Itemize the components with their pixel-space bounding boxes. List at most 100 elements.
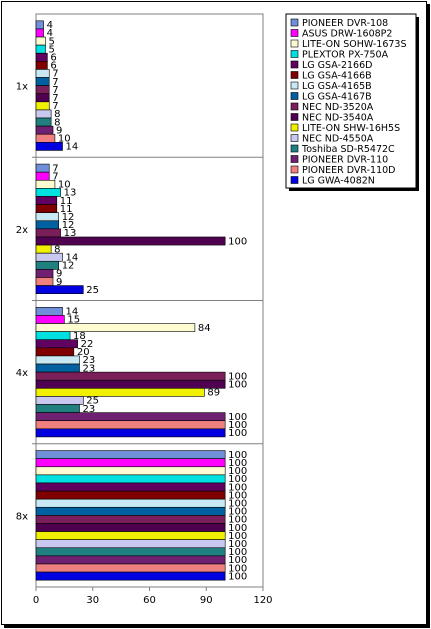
bar bbox=[35, 404, 80, 413]
x-tick-label: 0 bbox=[33, 595, 39, 606]
data-label: 23 bbox=[83, 363, 96, 374]
bar bbox=[35, 490, 226, 500]
bar bbox=[35, 93, 50, 103]
data-label: 84 bbox=[198, 323, 211, 334]
bar bbox=[35, 77, 50, 86]
legend-entry: LG GSA-4167B bbox=[302, 92, 372, 103]
bar bbox=[35, 179, 56, 189]
bar bbox=[35, 125, 54, 135]
data-label: 10 bbox=[58, 134, 71, 145]
data-label: 100 bbox=[228, 428, 247, 439]
data-label: 12 bbox=[62, 220, 75, 231]
data-label: 100 bbox=[228, 466, 247, 477]
legend-swatch bbox=[290, 155, 299, 163]
data-label: 6 bbox=[50, 53, 56, 64]
category-group-8x: 1001001001001001001001001001001001001001… bbox=[35, 450, 247, 582]
legend-entry: Toshiba SD-R5472C bbox=[301, 144, 395, 155]
bar bbox=[35, 44, 46, 54]
bar bbox=[35, 277, 54, 286]
x-axis: 0 30 60 90 120 bbox=[33, 587, 273, 606]
bar bbox=[35, 220, 60, 230]
bar bbox=[35, 515, 226, 524]
data-label: 7 bbox=[52, 93, 58, 104]
data-label: 11 bbox=[60, 204, 73, 215]
legend-swatch bbox=[290, 18, 299, 27]
data-label: 12 bbox=[62, 212, 75, 223]
bar bbox=[35, 396, 84, 405]
bar bbox=[35, 506, 226, 516]
legend-entry: PIONEER DVR-108 bbox=[302, 18, 388, 29]
data-label: 15 bbox=[67, 315, 80, 326]
bar bbox=[35, 133, 56, 143]
data-label: 100 bbox=[228, 482, 247, 493]
bar bbox=[35, 482, 226, 492]
data-label: 100 bbox=[228, 412, 247, 423]
data-label: 4 bbox=[47, 28, 53, 39]
legend-swatch bbox=[290, 102, 299, 111]
data-label: 14 bbox=[65, 307, 78, 318]
data-label: 100 bbox=[228, 507, 247, 518]
bar bbox=[35, 244, 52, 254]
bar bbox=[35, 101, 50, 111]
category-tick-label: 8x bbox=[16, 511, 28, 522]
data-label: 100 bbox=[228, 563, 247, 574]
data-label: 7 bbox=[52, 101, 58, 112]
bar bbox=[35, 523, 226, 532]
x-tick-label: 30 bbox=[86, 595, 99, 606]
data-label: 100 bbox=[228, 371, 247, 382]
data-label: 7 bbox=[52, 171, 58, 182]
legend-swatch bbox=[290, 123, 299, 132]
legend-entry: ASUS DRW-1608P2 bbox=[302, 29, 392, 40]
legend-entry: NEC ND-3520A bbox=[302, 102, 374, 113]
bar bbox=[35, 315, 65, 324]
data-label: 100 bbox=[228, 450, 247, 461]
data-label: 100 bbox=[228, 458, 247, 469]
bar bbox=[35, 458, 226, 468]
bar bbox=[35, 420, 226, 430]
bar bbox=[35, 307, 63, 316]
bar bbox=[35, 355, 80, 365]
legend-swatch bbox=[290, 92, 299, 100]
data-label: 9 bbox=[56, 269, 62, 280]
legend-entry: LG GSA-4165B bbox=[302, 81, 372, 92]
legend-entry: LG GSA-2166D bbox=[302, 60, 372, 71]
bar bbox=[35, 196, 58, 205]
legend-swatch bbox=[290, 60, 299, 69]
bar bbox=[35, 228, 61, 238]
data-label: 20 bbox=[77, 347, 90, 358]
legend-entry: LG GWA-4082N bbox=[302, 176, 375, 187]
bar bbox=[35, 269, 54, 278]
bar bbox=[35, 85, 50, 95]
data-label: 7 bbox=[52, 77, 58, 88]
data-label: 9 bbox=[56, 125, 62, 136]
data-label: 100 bbox=[228, 547, 247, 558]
data-label: 100 bbox=[228, 539, 247, 550]
data-label: 25 bbox=[86, 396, 99, 407]
data-label: 10 bbox=[58, 180, 71, 191]
legend-swatch bbox=[290, 29, 299, 37]
data-label: 14 bbox=[65, 142, 78, 153]
data-label: 8 bbox=[54, 109, 60, 120]
data-label: 100 bbox=[228, 380, 247, 391]
data-label: 22 bbox=[81, 339, 94, 350]
bar bbox=[35, 539, 226, 549]
legend-swatch bbox=[290, 144, 299, 153]
data-label: 6 bbox=[50, 61, 56, 72]
bar bbox=[35, 28, 44, 38]
bar bbox=[35, 117, 52, 127]
legend-swatch bbox=[290, 176, 299, 184]
data-label: 18 bbox=[73, 331, 86, 342]
data-label: 100 bbox=[228, 498, 247, 509]
legend-entry: NEC ND-4550A bbox=[302, 134, 374, 145]
bar bbox=[35, 20, 44, 30]
legend-entry: NEC ND-3540A bbox=[302, 113, 374, 124]
bar bbox=[35, 450, 226, 459]
x-tick-label: 90 bbox=[200, 595, 213, 606]
bar bbox=[35, 188, 61, 197]
legend-swatch bbox=[290, 81, 299, 90]
legend-swatch bbox=[290, 113, 299, 121]
